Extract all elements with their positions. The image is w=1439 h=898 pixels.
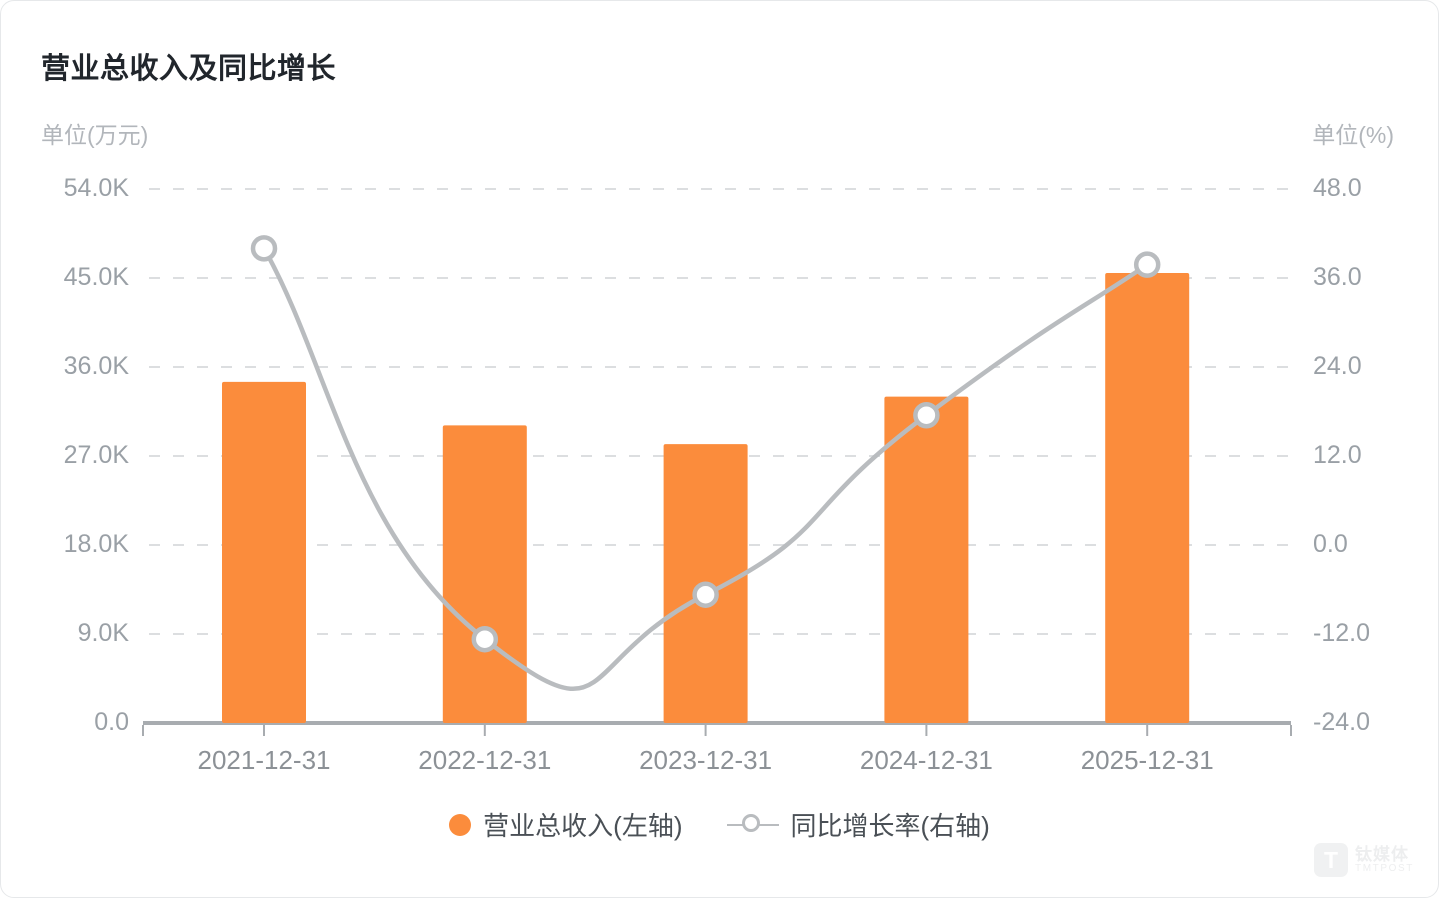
left-axis-unit-label: 单位(万元) (41, 122, 149, 148)
left-axis-tick-label: 27.0K (63, 441, 129, 469)
right-axis-tick-label: 0.0 (1313, 530, 1348, 558)
right-axis-tick-label: 24.0 (1313, 352, 1362, 380)
line-marker[interactable] (250, 235, 278, 262)
left-axis-tick-label: 36.0K (63, 352, 129, 380)
legend-label-growth-rate: 同比增长率(右轴) (790, 811, 990, 841)
right-axis-tick-label: 48.0 (1313, 174, 1362, 202)
left-axis-tick-label: 0.0 (94, 708, 129, 736)
legend-swatch-bar-icon (449, 813, 472, 836)
x-axis-tick-label: 2023-12-31 (639, 745, 773, 775)
right-axis-tick-label: 36.0 (1313, 263, 1362, 291)
bar[interactable] (222, 381, 306, 723)
legend-item-revenue[interactable]: 营业总收入(左轴) (449, 806, 683, 843)
right-axis-unit-label: 单位(%) (1312, 122, 1394, 148)
x-axis-tick-label: 2024-12-31 (859, 745, 993, 775)
chart-legend: 营业总收入(左轴) 同比增长率(右轴) (1, 806, 1438, 843)
line-marker[interactable] (1133, 251, 1161, 278)
right-axis-tick-label: 12.0 (1313, 441, 1362, 469)
right-axis-tick-label: -12.0 (1313, 619, 1370, 647)
watermark-name-cn: 钛媒体 (1355, 844, 1410, 864)
legend-label-revenue: 营业总收入(左轴) (483, 811, 683, 841)
right-axis-tick-label: -24.0 (1313, 708, 1370, 736)
bar[interactable] (442, 425, 527, 723)
line-marker[interactable] (471, 625, 499, 653)
left-axis-tick-label: 54.0K (63, 174, 129, 202)
x-axis-tick-label: 2022-12-31 (418, 745, 552, 775)
page-title: 营业总收入及同比增长 (41, 53, 337, 85)
left-axis-tick-label: 9.0K (77, 619, 129, 647)
bar[interactable] (884, 396, 969, 723)
line-marker[interactable] (913, 401, 940, 429)
x-axis-tick-label: 2025-12-31 (1080, 745, 1214, 775)
growth-rate-line (261, 246, 1150, 692)
x-axis-tick-label: 2021-12-31 (197, 745, 331, 775)
watermark-logo-icon: T (1314, 843, 1349, 877)
bar[interactable] (1105, 273, 1190, 723)
left-axis-tick-label: 45.0K (63, 263, 129, 291)
left-axis-tick-label: 18.0K (63, 530, 129, 558)
legend-swatch-line-icon (726, 813, 779, 836)
legend-item-growth-rate[interactable]: 同比增长率(右轴) (726, 806, 990, 843)
watermark: T 钛媒体 TMTPOST (1314, 843, 1414, 877)
line-marker[interactable] (692, 581, 719, 608)
watermark-name-en: TMTPOST (1355, 862, 1414, 874)
